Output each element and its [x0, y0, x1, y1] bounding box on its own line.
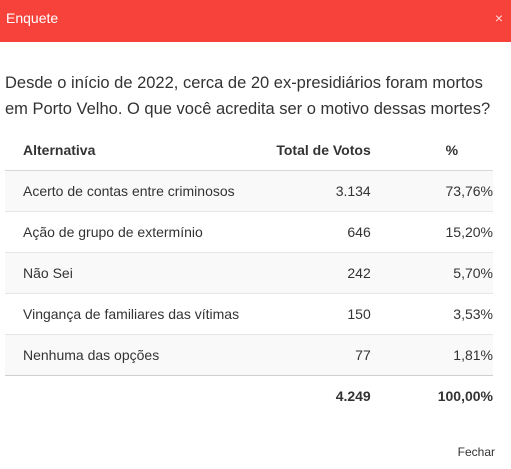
poll-question: Desde o início de 2022, cerca de 20 ex-p…: [5, 74, 491, 118]
row-percent: 1,81%: [370, 334, 493, 376]
close-button[interactable]: Fechar: [457, 445, 495, 459]
row-percent: 73,76%: [370, 170, 493, 212]
total-label: [5, 375, 253, 416]
row-votes: 646: [252, 211, 371, 253]
modal-title: Enquete: [6, 10, 59, 26]
table-row: Vingança de familiares das vítimas 150 3…: [5, 293, 493, 335]
table-row: Não Sei 242 5,70%: [5, 252, 493, 294]
row-percent: 5,70%: [370, 252, 493, 294]
row-votes: 3.134: [252, 170, 371, 212]
row-percent: 15,20%: [370, 211, 493, 253]
row-percent: 3,53%: [370, 293, 493, 335]
row-option: Não Sei: [5, 252, 253, 294]
modal-header: Enquete ×: [0, 0, 511, 42]
close-icon[interactable]: ×: [494, 10, 504, 26]
row-option: Acerto de contas entre criminosos: [5, 170, 253, 212]
row-votes: 242: [252, 252, 371, 294]
total-votes: 4.249: [252, 375, 371, 416]
column-header-percent: %: [370, 130, 493, 171]
column-header-option: Alternativa: [5, 130, 253, 171]
row-votes: 150: [252, 293, 371, 335]
row-option: Ação de grupo de extermínio: [5, 211, 253, 253]
table-row: Ação de grupo de extermínio 646 15,20%: [5, 211, 493, 253]
column-header-votes: Total de Votos: [252, 130, 371, 171]
total-row: 4.249 100,00%: [5, 375, 493, 416]
table-header-row: Alternativa Total de Votos %: [5, 130, 493, 171]
row-votes: 77: [252, 334, 371, 376]
row-option: Vingança de familiares das vítimas: [5, 293, 253, 335]
table-row: Acerto de contas entre criminosos 3.134 …: [5, 170, 493, 212]
results-table: Alternativa Total de Votos % Acerto de c…: [5, 130, 493, 416]
table-row: Nenhuma das opções 77 1,81%: [5, 334, 493, 376]
total-percent: 100,00%: [370, 375, 493, 416]
row-option: Nenhuma das opções: [5, 334, 253, 376]
